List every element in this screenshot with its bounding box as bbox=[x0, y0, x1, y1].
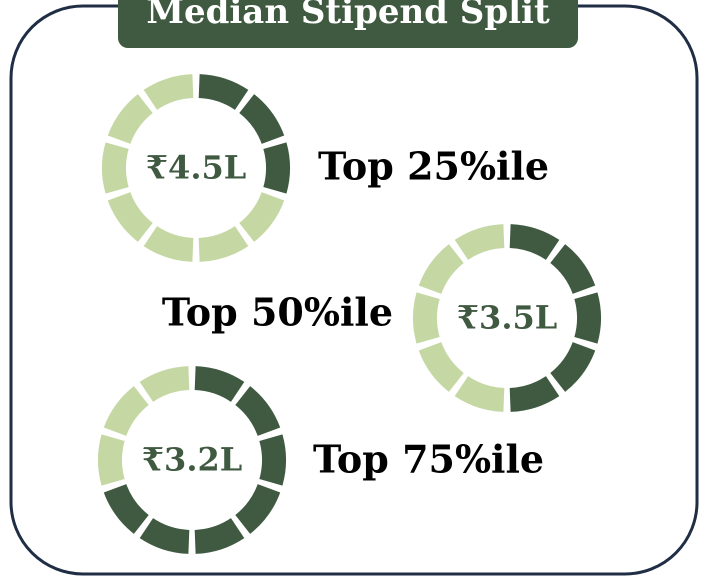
ring-segment bbox=[454, 375, 505, 412]
ring-segment bbox=[198, 225, 249, 262]
ring-value: ₹3.2L bbox=[142, 441, 242, 479]
ring-segment bbox=[103, 483, 150, 534]
ring-segment bbox=[107, 94, 154, 145]
ring-segment bbox=[418, 341, 465, 392]
ring-value: ₹3.5L bbox=[457, 299, 557, 337]
ring-segment bbox=[107, 191, 154, 242]
ring-segment bbox=[139, 366, 190, 403]
ring-segment bbox=[238, 191, 285, 242]
ring-segment bbox=[509, 375, 560, 412]
ring-segment bbox=[103, 386, 150, 437]
ring-segment bbox=[98, 434, 125, 486]
ring-segment bbox=[509, 224, 560, 261]
ring-segment bbox=[574, 292, 601, 344]
ring-segment bbox=[238, 94, 285, 145]
ring-segment bbox=[413, 292, 440, 344]
ring-segment bbox=[454, 224, 505, 261]
ring-segment bbox=[263, 142, 290, 194]
ring-segment bbox=[234, 483, 281, 534]
ring-value: ₹4.5L bbox=[146, 149, 246, 187]
ring-label: Top 50%ile bbox=[162, 290, 393, 335]
ring-segment bbox=[418, 244, 465, 295]
ring-segment bbox=[549, 341, 596, 392]
ring-segment bbox=[139, 517, 190, 554]
ring-segment bbox=[102, 142, 129, 194]
ring-label: Top 25%ile bbox=[318, 144, 549, 189]
title-box bbox=[118, 0, 578, 48]
ring-segment bbox=[143, 74, 194, 111]
ring-label: Top 75%ile bbox=[313, 437, 544, 482]
ring-segment bbox=[198, 74, 249, 111]
ring-segment bbox=[549, 244, 596, 295]
ring-segment bbox=[194, 366, 245, 403]
ring-segment bbox=[234, 386, 281, 437]
ring-segment bbox=[259, 434, 286, 486]
ring-segment bbox=[143, 225, 194, 262]
title: Median Stipend Split bbox=[146, 0, 550, 32]
ring-segment bbox=[194, 517, 245, 554]
